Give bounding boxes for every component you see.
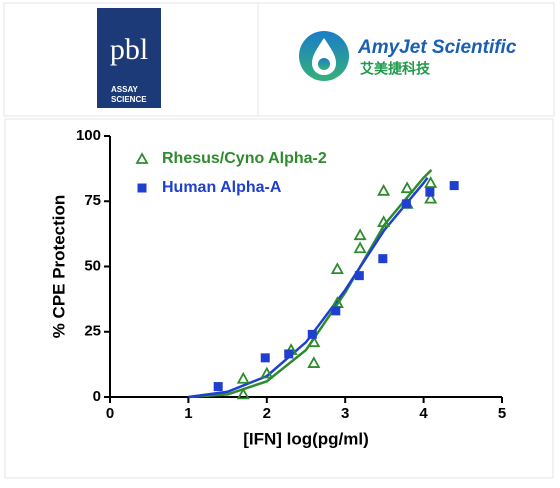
triangle-point bbox=[353, 241, 367, 254]
square-point bbox=[284, 349, 294, 359]
legend-marker bbox=[137, 183, 147, 193]
header-box bbox=[3, 2, 555, 117]
triangle-point bbox=[307, 335, 321, 348]
amyjet-icon bbox=[299, 31, 349, 81]
triangle-point bbox=[424, 191, 438, 204]
chart-box bbox=[4, 118, 554, 479]
pbl-logo bbox=[97, 8, 161, 108]
triangle-point bbox=[353, 228, 367, 241]
pbl-name: pbl bbox=[110, 33, 148, 66]
triangle-point bbox=[424, 176, 438, 188]
legend-label: Rhesus/Cyno Alpha-2 bbox=[162, 150, 327, 167]
pbl-line: ASSAY bbox=[111, 85, 138, 94]
y-tick-label: 100 bbox=[76, 127, 101, 144]
x-tick-label: 1 bbox=[184, 405, 192, 422]
y-tick-label: 50 bbox=[84, 257, 101, 274]
pbl-line: SCIENCE bbox=[111, 95, 147, 104]
x-tick-label: 0 bbox=[106, 405, 114, 422]
legend-marker bbox=[135, 152, 149, 164]
square-point bbox=[425, 187, 435, 197]
triangle-point bbox=[377, 215, 391, 228]
legend-label: Human Alpha-A bbox=[162, 179, 282, 196]
fit-curve bbox=[188, 169, 433, 399]
y-axis-label: % CPE Protection bbox=[49, 195, 68, 339]
y-tick-label: 75 bbox=[84, 192, 101, 209]
x-tick-label: 5 bbox=[498, 405, 506, 422]
triangle-point bbox=[400, 181, 414, 194]
triangle-point bbox=[260, 366, 274, 379]
triangle-point bbox=[236, 387, 250, 400]
square-point bbox=[449, 181, 459, 191]
y-tick-label: 25 bbox=[84, 323, 101, 340]
square-point bbox=[213, 382, 223, 392]
x-tick-label: 3 bbox=[341, 405, 349, 422]
x-tick-label: 2 bbox=[263, 405, 271, 422]
triangle-point bbox=[377, 183, 391, 196]
amyjet-name: AmyJet Scientific bbox=[357, 37, 517, 58]
square-point bbox=[331, 306, 341, 316]
square-point bbox=[354, 271, 364, 281]
y-tick-label: 0 bbox=[93, 388, 101, 405]
triangle-point bbox=[330, 262, 344, 275]
triangle-point bbox=[236, 371, 250, 384]
square-point bbox=[260, 353, 270, 363]
amyjet-chinese: 艾美捷科技 bbox=[360, 61, 431, 77]
triangle-point bbox=[307, 356, 321, 368]
square-point bbox=[378, 254, 388, 264]
chart: 0 25 50 75 100 0 1 2 3 4 5 [IFN] log(pg/ml) % CPE Pr… bbox=[49, 127, 506, 449]
x-axis-label: [IFN] log(pg/ml) bbox=[243, 429, 369, 448]
square-point bbox=[401, 199, 411, 209]
fit-curve bbox=[188, 177, 429, 399]
square-point bbox=[307, 329, 317, 339]
x-tick-label: 4 bbox=[419, 405, 428, 422]
